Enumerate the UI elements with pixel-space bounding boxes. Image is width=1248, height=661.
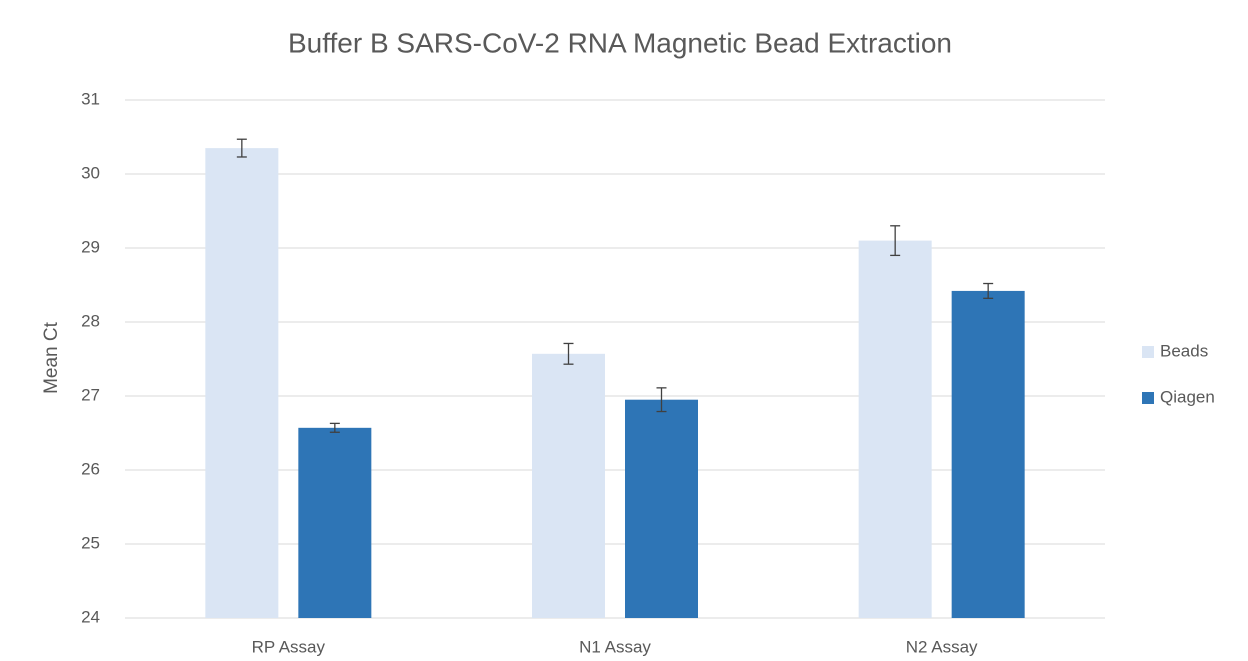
error-bar bbox=[563, 342, 574, 365]
legend-swatch bbox=[1142, 346, 1154, 358]
error-bar bbox=[890, 225, 901, 257]
x-tick-label: N1 Assay bbox=[579, 637, 651, 656]
chart-title: Buffer B SARS-CoV-2 RNA Magnetic Bead Ex… bbox=[288, 27, 952, 58]
y-tick-label: 26 bbox=[81, 459, 100, 478]
x-tick-label: N2 Assay bbox=[906, 637, 978, 656]
y-tick-label: 24 bbox=[81, 607, 100, 626]
y-tick-label: 31 bbox=[81, 89, 100, 108]
error-bar bbox=[656, 387, 667, 413]
y-tick-label: 25 bbox=[81, 533, 100, 552]
bar bbox=[205, 148, 279, 618]
bar bbox=[858, 240, 932, 618]
error-bar bbox=[329, 422, 340, 433]
bar bbox=[532, 353, 605, 618]
bar bbox=[298, 427, 372, 618]
y-tick-label: 28 bbox=[81, 311, 100, 330]
x-tick-label: RP Assay bbox=[252, 637, 326, 656]
y-axis-label: Mean Ct bbox=[41, 321, 62, 394]
error-bar bbox=[236, 138, 247, 158]
bar bbox=[625, 399, 698, 618]
legend-swatch bbox=[1142, 392, 1154, 404]
bar bbox=[951, 290, 1025, 618]
legend-label: Qiagen bbox=[1160, 387, 1215, 406]
legend-label: Beads bbox=[1160, 341, 1208, 360]
y-tick-label: 30 bbox=[81, 163, 100, 182]
error-bar bbox=[983, 282, 994, 299]
y-tick-label: 29 bbox=[81, 237, 100, 256]
y-tick-label: 27 bbox=[81, 385, 100, 404]
